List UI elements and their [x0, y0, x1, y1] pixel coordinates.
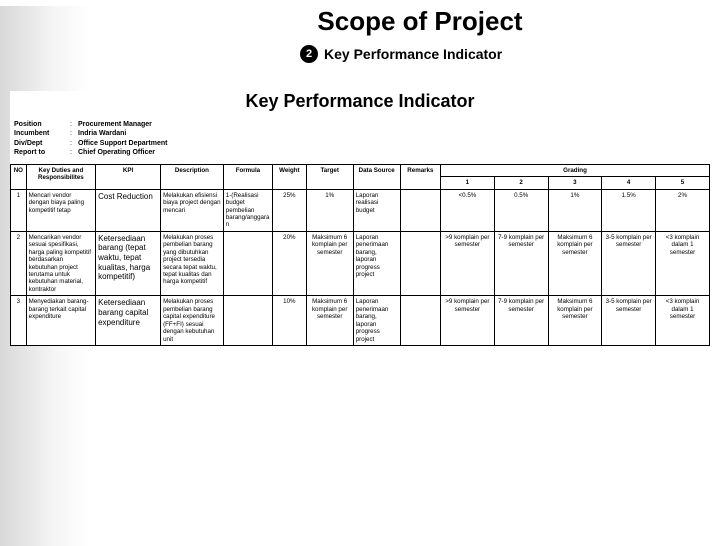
cell-ds: Laporan penerimaan barang, laporan progr…: [353, 231, 400, 296]
th-weight: Weight: [273, 164, 307, 189]
cell-g2: 7-9 komplain per semester: [494, 231, 548, 296]
th-desc: Description: [161, 164, 224, 189]
cell-formula: [223, 296, 272, 346]
th-g3: 3: [548, 177, 602, 189]
th-no: NO: [11, 164, 27, 189]
cell-desc: Melakukan proses pembelian barang yang d…: [161, 231, 224, 296]
cell-no: 1: [11, 189, 27, 231]
kpi-heading: Key Performance Indicator: [10, 91, 710, 112]
info-label-report: Report to: [14, 148, 70, 157]
info-val-position: Procurement Manager: [78, 120, 152, 129]
info-label-incumbent: Incumbent: [14, 129, 70, 138]
cell-no: 2: [11, 231, 27, 296]
cell-weight: 25%: [273, 189, 307, 231]
kpi-tbody: 1 Mencari vendor dengan biaya paling kom…: [11, 189, 710, 345]
cell-target: Maksimum 6 komplain per semester: [306, 296, 353, 346]
cell-target: Maksimum 6 komplain per semester: [306, 231, 353, 296]
cell-no: 3: [11, 296, 27, 346]
cell-weight: 10%: [273, 296, 307, 346]
cell-kpi: Ketersediaan barang (tepat waktu, tepat …: [96, 231, 161, 296]
cell-g2: 0.5%: [494, 189, 548, 231]
cell-g3: Maksimum 6 komplain per semester: [548, 296, 602, 346]
cell-ds: Laporan realisasi budget: [353, 189, 400, 231]
cell-duties: Menyediakan barang-barang terkait capita…: [26, 296, 95, 346]
cell-duties: Mencarikan vendor sesuai spesifikasi, ha…: [26, 231, 95, 296]
table-row: 1 Mencari vendor dengan biaya paling kom…: [11, 189, 710, 231]
cell-g4: 3-5 komplain per semester: [602, 296, 656, 346]
th-g1: 1: [441, 177, 495, 189]
kpi-table: NO Key Duties and Responsibilites KPI De…: [10, 164, 710, 346]
cell-formula: [223, 231, 272, 296]
cell-g2: 7-9 komplain per semester: [494, 296, 548, 346]
cell-desc: Melakukan proses pembelian barang capita…: [161, 296, 224, 346]
table-row: 3 Menyediakan barang-barang terkait capi…: [11, 296, 710, 346]
th-grading: Grading: [441, 164, 710, 176]
info-label-position: Position: [14, 120, 70, 129]
cell-target: 1%: [306, 189, 353, 231]
cell-g3: Maksimum 6 komplain per semester: [548, 231, 602, 296]
cell-g1: <0.5%: [441, 189, 495, 231]
cell-g5: 2%: [656, 189, 710, 231]
cell-desc: Melakukan efisiensi biaya project dengan…: [161, 189, 224, 231]
info-val-incumbent: Indria Wardani: [78, 129, 126, 138]
th-remarks: Remarks: [400, 164, 440, 189]
th-g4: 4: [602, 177, 656, 189]
cell-g5: <3 komplain dalam 1 semester: [656, 296, 710, 346]
subtitle-row: 2 Key Performance Indicator: [300, 45, 720, 63]
cell-g4: 3-5 komplain per semester: [602, 231, 656, 296]
th-formula: Formula: [223, 164, 272, 189]
cell-weight: 20%: [273, 231, 307, 296]
cell-kpi: Ketersediaan barang capital expenditure: [96, 296, 161, 346]
th-target: Target: [306, 164, 353, 189]
info-val-div: Office Support Department: [78, 139, 167, 148]
th-data-source: Data Source: [353, 164, 400, 189]
th-duties: Key Duties and Responsibilites: [26, 164, 95, 189]
cell-g5: <3 komplain dalam 1 semester: [656, 231, 710, 296]
info-block: Position:Procurement Manager Incumbent:I…: [14, 120, 710, 158]
table-row: 2 Mencarikan vendor sesuai spesifikasi, …: [11, 231, 710, 296]
cell-ds: Laporan penerimaan barang, laporan progr…: [353, 296, 400, 346]
cell-formula: 1-(Realisasi budget pembelian barang/ang…: [223, 189, 272, 231]
cell-duties: Mencari vendor dengan biaya paling kompe…: [26, 189, 95, 231]
kpi-section: Key Performance Indicator Position:Procu…: [10, 91, 710, 346]
cell-kpi: Cost Reduction: [96, 189, 161, 231]
info-label-div: Div/Dept: [14, 139, 70, 148]
cell-remarks: [400, 296, 440, 346]
section-subtitle: Key Performance Indicator: [324, 46, 502, 62]
section-number-badge: 2: [300, 45, 318, 63]
cell-g3: 1%: [548, 189, 602, 231]
cell-g4: 1.5%: [602, 189, 656, 231]
cell-g1: >9 komplain per semester: [441, 296, 495, 346]
cell-remarks: [400, 231, 440, 296]
info-val-report: Chief Operating Officer: [78, 148, 155, 157]
th-g5: 5: [656, 177, 710, 189]
page-title: Scope of Project: [120, 6, 720, 37]
th-kpi: KPI: [96, 164, 161, 189]
cell-remarks: [400, 189, 440, 231]
th-g2: 2: [494, 177, 548, 189]
cell-g1: >9 komplain per semester: [441, 231, 495, 296]
